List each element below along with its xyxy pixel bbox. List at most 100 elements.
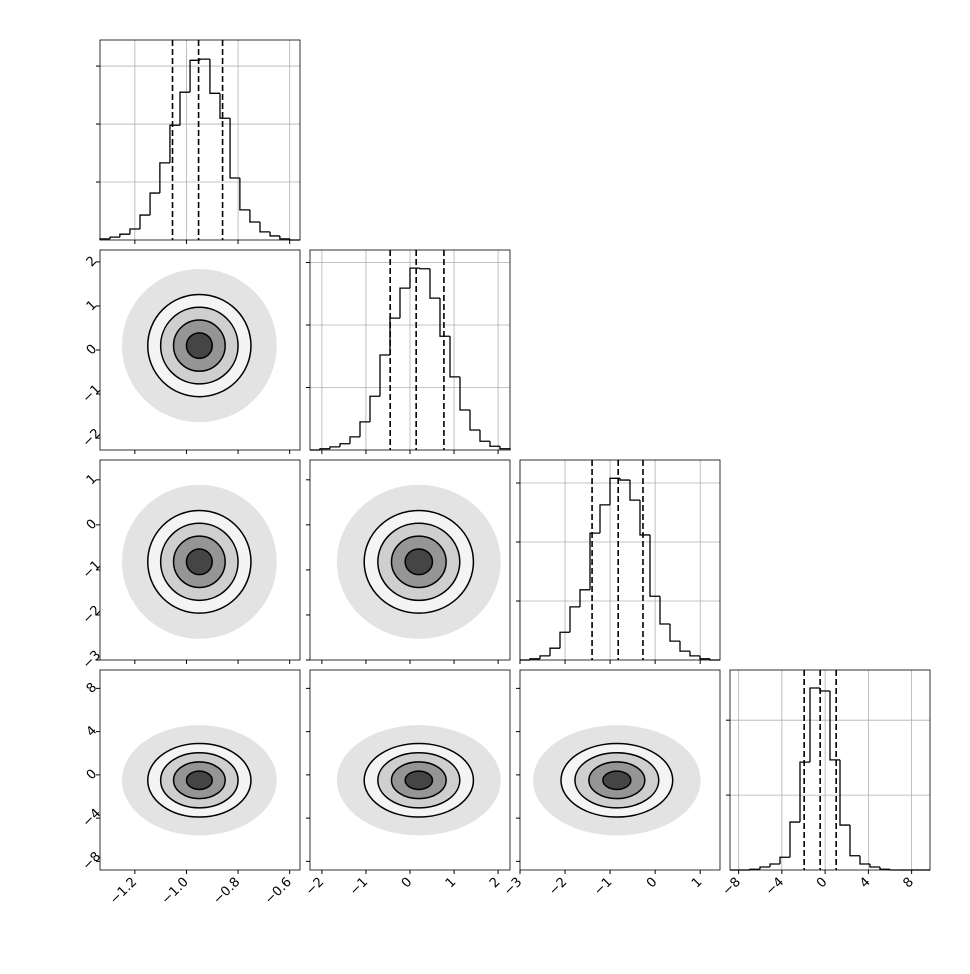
histogram-bin	[769, 863, 780, 868]
histogram-bin	[449, 336, 460, 378]
histogram-bin	[629, 480, 640, 501]
y-tick-label: 0	[84, 517, 100, 533]
histogram-bin	[489, 441, 500, 447]
x-tick-label: −4	[763, 875, 787, 899]
histogram-bin	[149, 192, 160, 216]
histogram-bin	[279, 235, 290, 240]
histogram-bin	[119, 233, 130, 238]
histogram-bin	[669, 624, 680, 642]
x-tick-label: 1	[689, 875, 705, 891]
histogram-bin	[499, 446, 511, 450]
histogram-bin	[649, 534, 660, 597]
histogram-bin	[439, 298, 450, 337]
y-tick-label: −1	[80, 558, 104, 582]
histogram-bin	[779, 856, 790, 865]
histogram-bin	[859, 855, 870, 865]
histogram-bin	[459, 376, 470, 411]
histogram-bin	[209, 59, 220, 94]
histogram-bin	[679, 641, 690, 652]
histogram-bin	[259, 222, 271, 233]
panel-frame	[519, 459, 721, 661]
histogram-bin	[879, 867, 890, 870]
histogram-bin	[479, 430, 490, 442]
x-tick-label: −0.8	[210, 875, 243, 908]
density-level	[185, 332, 214, 360]
histogram-bin	[579, 589, 590, 607]
panel-frame	[729, 669, 931, 871]
histogram-bin	[179, 91, 191, 126]
x-tick-label: −3	[501, 875, 525, 899]
y-tick-label: −2	[80, 426, 104, 450]
y-tick-label: 2	[84, 254, 100, 270]
x-tick-label: −1.0	[159, 875, 192, 908]
histogram-bin	[839, 759, 850, 826]
density-level	[404, 770, 434, 791]
panel-frame	[519, 669, 721, 871]
panel-frame	[99, 39, 301, 241]
panel-frame	[99, 669, 301, 871]
y-tick-label: −4	[80, 806, 104, 830]
histogram-bin	[419, 268, 430, 270]
histogram-bin	[139, 214, 151, 229]
histogram-bin	[869, 864, 880, 868]
histogram-bin	[789, 821, 800, 858]
histogram-bin	[569, 606, 580, 633]
x-tick-label: −2	[546, 875, 570, 899]
histogram-bin	[349, 436, 360, 444]
histogram-bin	[799, 761, 810, 823]
histogram-bin	[849, 825, 860, 857]
panel-frame	[99, 459, 301, 661]
histogram-bin	[619, 478, 630, 481]
x-tick-label: 8	[900, 875, 916, 891]
histogram-bin	[199, 58, 210, 61]
y-tick-label: −2	[80, 603, 104, 627]
x-tick-label: 4	[857, 875, 873, 891]
x-tick-label: −1	[347, 875, 371, 899]
histogram-bin	[659, 596, 670, 625]
y-tick-label: 0	[84, 342, 100, 358]
y-tick-label: 1	[84, 472, 100, 488]
histogram-bin	[609, 477, 620, 505]
histogram-bin	[589, 532, 600, 590]
x-tick-label: −0.6	[262, 875, 295, 908]
y-tick-label: −3	[80, 648, 104, 672]
density-level	[185, 770, 214, 791]
histogram-bin	[109, 236, 120, 239]
histogram-bin	[689, 651, 700, 657]
histogram-bin	[539, 655, 550, 659]
histogram-bin	[469, 410, 480, 431]
x-tick-label: 0	[399, 875, 415, 891]
density-level	[602, 770, 632, 791]
histogram-bin	[429, 268, 440, 299]
histogram-bin	[829, 690, 840, 761]
histogram-bin	[249, 209, 260, 223]
histogram-bin	[809, 687, 820, 763]
histogram-bin	[389, 317, 400, 355]
x-tick-label: −1.2	[107, 875, 140, 908]
x-tick-label: −2	[303, 875, 327, 899]
histogram-bin	[759, 866, 770, 870]
histogram-bin	[329, 446, 340, 449]
histogram-bin	[269, 231, 280, 237]
histogram-bin	[339, 443, 350, 447]
histogram-bin	[549, 647, 560, 656]
histogram-bin	[699, 655, 710, 660]
y-tick-label: 0	[84, 767, 100, 783]
y-tick-label: 4	[84, 723, 100, 739]
histogram-bin	[239, 177, 250, 211]
histogram-bin	[599, 504, 610, 534]
y-tick-label: 8	[84, 680, 100, 696]
x-tick-label: 0	[644, 875, 660, 891]
histogram-bin	[369, 395, 380, 422]
histogram-bin	[129, 228, 140, 235]
histogram-bin	[159, 162, 170, 194]
histogram-bin	[559, 631, 570, 649]
histogram-bin	[169, 124, 180, 163]
histogram-bin	[229, 118, 240, 179]
density-level	[404, 548, 434, 576]
y-tick-label: −1	[80, 382, 104, 406]
x-tick-label: 1	[443, 875, 459, 891]
histogram-bin	[409, 267, 420, 289]
